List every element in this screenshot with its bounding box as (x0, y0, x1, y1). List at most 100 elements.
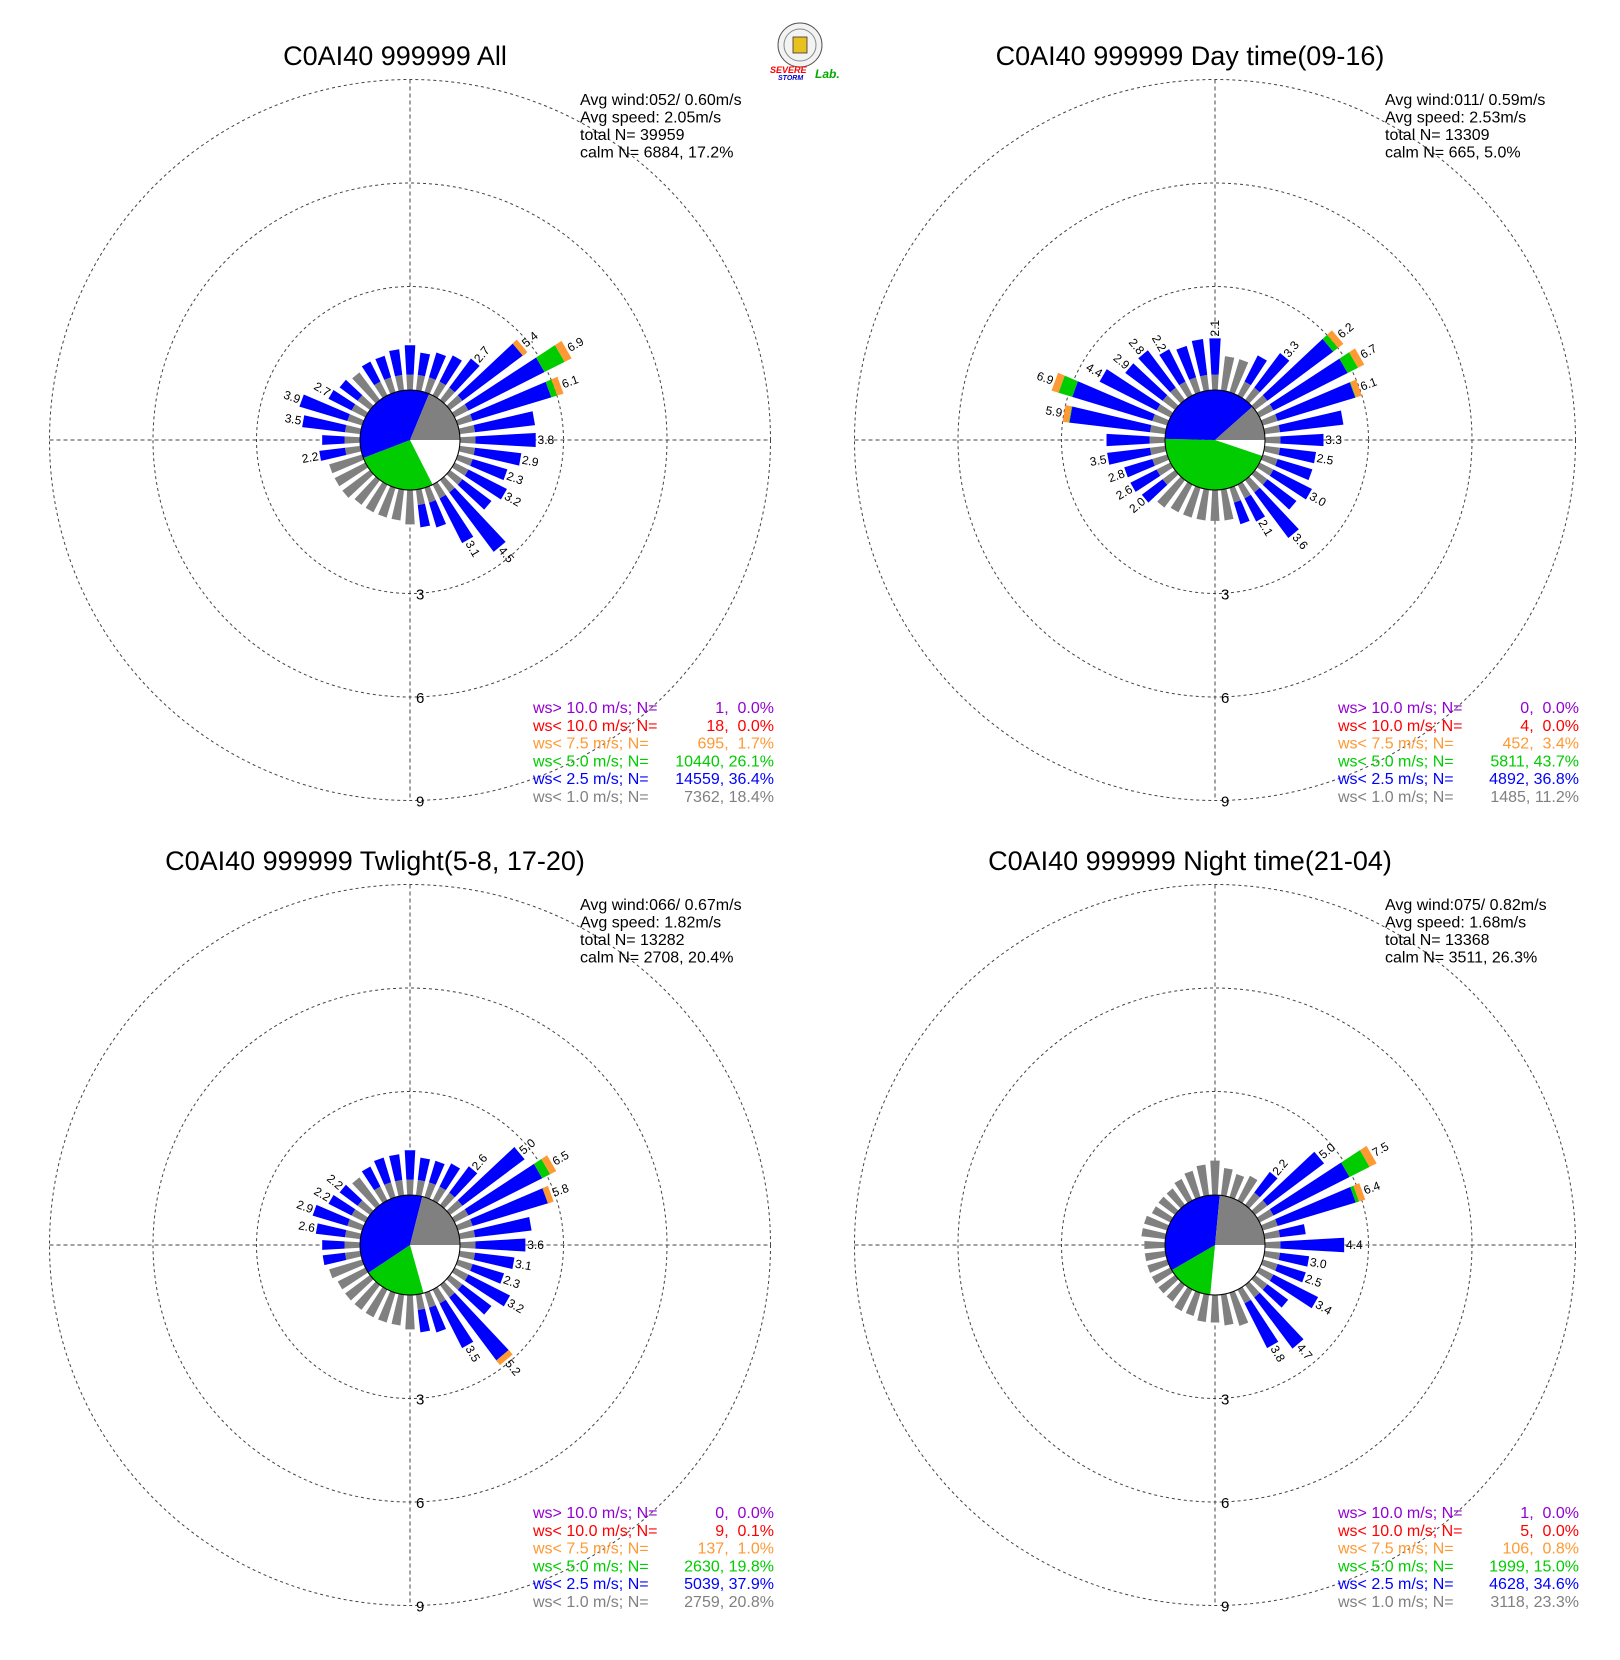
ring-label: 3 (416, 1392, 424, 1409)
bar-segment (365, 481, 388, 513)
direction-bar (1138, 350, 1186, 404)
bar-segment (470, 381, 552, 422)
stats-line: total N= 13282 (580, 932, 685, 949)
bar-segment (459, 436, 476, 444)
legend-value: 106, 0.8% (1494, 1541, 1579, 1558)
bar-segment (1264, 436, 1281, 444)
pie-slice (359, 390, 430, 459)
direction-bar (455, 376, 564, 426)
bar-segment (342, 469, 374, 498)
bar-segment (1269, 469, 1312, 500)
direction-bar (375, 355, 396, 395)
legend-value: 2759, 20.8% (680, 1594, 774, 1611)
direction-bar (391, 1293, 405, 1326)
bar-segment (1072, 381, 1155, 422)
bar-segment (415, 1293, 425, 1311)
direction-bar (455, 1185, 554, 1231)
direction-bar (352, 372, 381, 404)
bar-segment (1170, 387, 1186, 404)
bar-segment (1353, 1183, 1366, 1202)
direction-bar (1264, 433, 1324, 447)
bar-segment (384, 1182, 396, 1200)
bar-segment (1244, 355, 1267, 386)
direction-bar (1158, 1274, 1179, 1294)
ring-label: 9 (1221, 1599, 1229, 1616)
bar-segment (1237, 1175, 1258, 1204)
direction-bar (339, 379, 374, 411)
direction-bar (1260, 1259, 1306, 1283)
pie-slice (1215, 406, 1265, 440)
bar-segment (1280, 433, 1324, 447)
direction-bar (1251, 1274, 1289, 1308)
bar-segment (1157, 476, 1186, 508)
legend-value: 137, 1.0% (689, 1541, 774, 1558)
bar-value-label: 2.1 (1255, 517, 1276, 539)
bar-segment (389, 1154, 403, 1182)
bar-value-label: 2.5 (1303, 1271, 1324, 1290)
bar-segment (1156, 404, 1174, 418)
panel-title: C0AI40 999999 All (283, 41, 507, 71)
pie-slice (1165, 390, 1253, 440)
direction-bar (339, 1184, 374, 1216)
bar-segment (405, 489, 415, 525)
pie-slice (359, 1194, 423, 1273)
bar-segment (1263, 445, 1281, 455)
bar-value-label: 6.7 (1358, 341, 1380, 362)
bar-segment (1275, 382, 1356, 422)
legend-value: 10440, 26.1% (675, 753, 774, 770)
bar-segment (533, 1159, 551, 1179)
bar-segment (446, 1200, 463, 1216)
direction-bar (1197, 1293, 1210, 1323)
direction-bar (415, 352, 431, 392)
bar-segment (1349, 381, 1357, 398)
direction-bar (365, 1286, 388, 1318)
legend-label: ws< 1.0 m/s; N= (1337, 1594, 1454, 1611)
pie-slice (1165, 438, 1263, 490)
bar-segment (1244, 1299, 1279, 1349)
bar-segment (545, 379, 558, 398)
bar-segment (417, 503, 431, 528)
direction-bar (1220, 1293, 1234, 1326)
direction-bar (405, 489, 415, 525)
bar-segment (1260, 1259, 1278, 1271)
legend-label: ws< 10.0 m/s; N= (1337, 718, 1463, 735)
direction-bar (415, 1293, 431, 1333)
bar-segment (1189, 377, 1201, 395)
bar-segment (446, 395, 463, 411)
bar-segment (1251, 395, 1268, 411)
direction-bar (458, 445, 522, 466)
bar-segment (347, 1219, 365, 1231)
bar-segment (1141, 479, 1168, 503)
pie-outline (1164, 389, 1266, 491)
legend-label: ws< 2.5 m/s; N= (1337, 1576, 1454, 1593)
bar-segment (1254, 1292, 1304, 1349)
bar-segment (1149, 436, 1166, 444)
bar-segment (384, 377, 396, 395)
bar-segment (361, 361, 381, 386)
bar-segment (329, 454, 365, 474)
bar-segment (1244, 1192, 1260, 1209)
bar-segment (458, 1230, 476, 1240)
bar-segment (415, 488, 425, 506)
bar-segment (1069, 406, 1152, 433)
bar-segment (464, 1274, 511, 1307)
bar-segment (1275, 458, 1313, 481)
direction-bar (451, 340, 572, 418)
direction-bar (415, 488, 431, 528)
bar-value-label: 3.0 (1307, 489, 1329, 510)
bar-segment (1237, 381, 1251, 399)
bar-segment (1124, 458, 1155, 478)
direction-bar (322, 1240, 361, 1250)
direction-bar (404, 1150, 416, 1196)
bar-segment (334, 462, 369, 487)
bar-segment (451, 462, 469, 476)
bar-segment (439, 1299, 474, 1349)
bar-segment (361, 1166, 381, 1191)
bar-value-label: 6.1 (1358, 375, 1379, 394)
bar-segment (391, 1293, 405, 1326)
direction-bar (1051, 372, 1170, 426)
bar-segment (1251, 469, 1268, 485)
bar-segment (1256, 462, 1274, 476)
direction-bar (1220, 356, 1235, 392)
